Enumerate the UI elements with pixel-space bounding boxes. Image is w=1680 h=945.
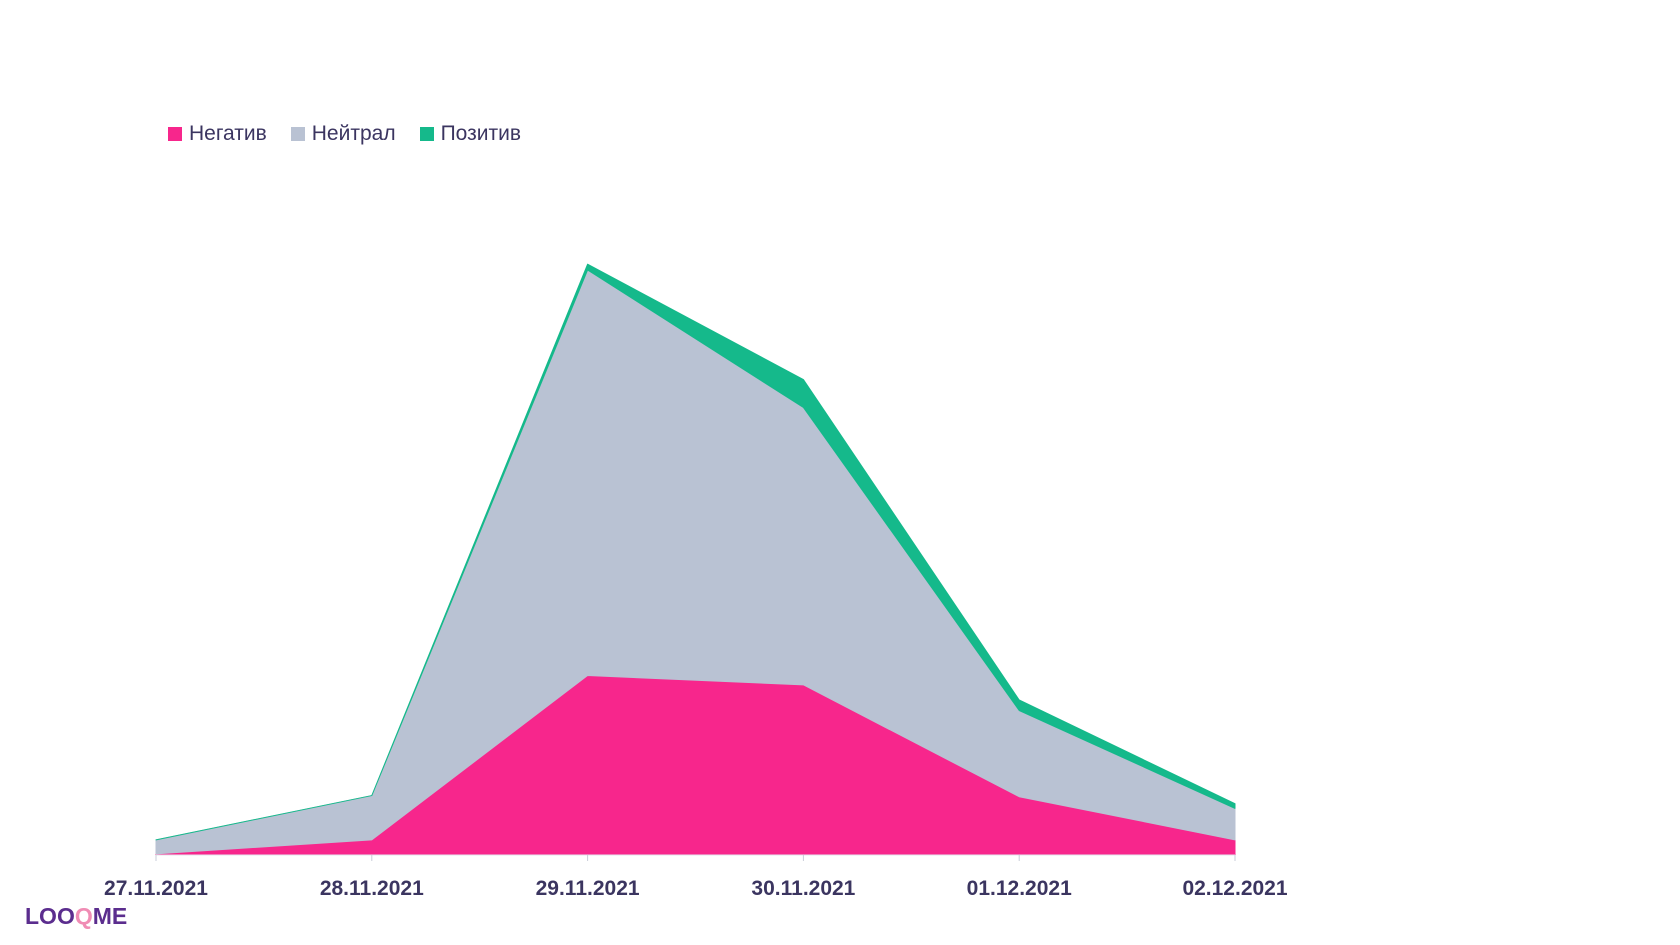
logo-q-letter: Q [74, 903, 93, 929]
x-tick-label: 02.12.2021 [1182, 877, 1287, 900]
x-tick-label: 27.11.2021 [104, 877, 208, 900]
legend-label-neutral: Нейтрал [311, 122, 396, 145]
series-area-positive [155, 263, 1236, 841]
x-tick-label: 30.11.2021 [751, 877, 855, 900]
x-tick-label: 01.12.2021 [967, 877, 1072, 900]
x-tick-label: 28.11.2021 [320, 877, 424, 900]
legend-item-negative: Негатив [168, 122, 267, 146]
x-tick-label: 29.11.2021 [536, 877, 640, 900]
logo-prefix: LOO [25, 903, 75, 929]
logo-suffix: ME [92, 903, 128, 929]
legend-item-neutral: Нейтрал [290, 122, 396, 146]
legend-swatch-negative [168, 127, 182, 141]
legend-item-positive: Позитив [419, 122, 521, 146]
looqme-logo: LOOQME [25, 903, 127, 930]
legend-label-positive: Позитив [440, 122, 521, 145]
legend-swatch-positive [419, 127, 434, 141]
chart-legend: Негатив Нейтрал Позитив [168, 122, 521, 146]
legend-label-negative: Негатив [189, 122, 267, 145]
legend-swatch-neutral [290, 127, 305, 141]
